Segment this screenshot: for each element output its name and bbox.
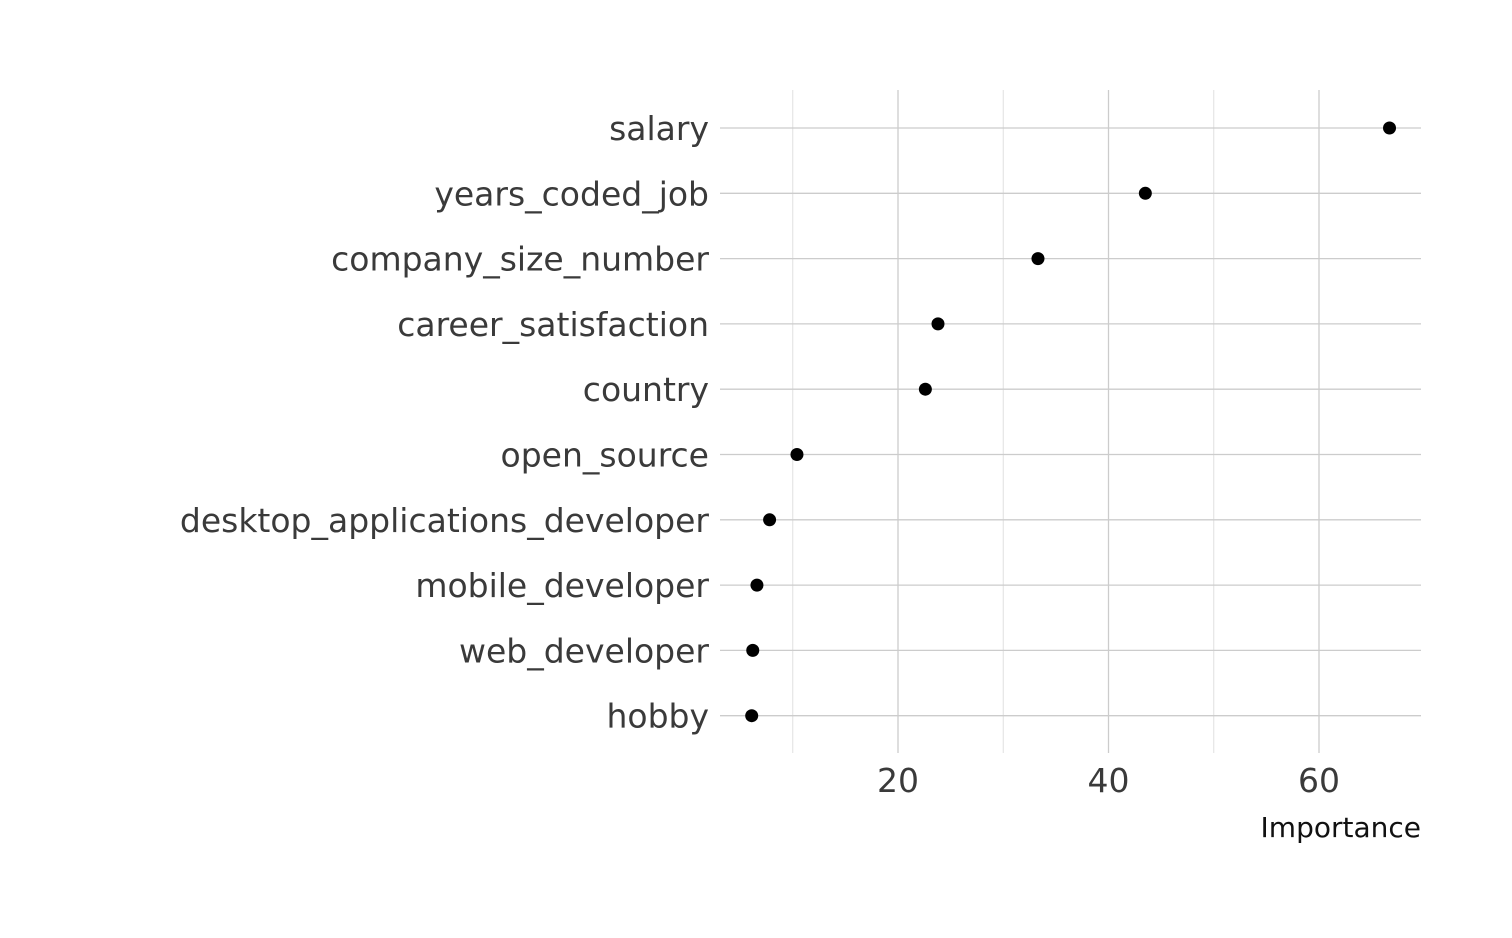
y-tick-label: mobile_developer bbox=[415, 566, 709, 605]
y-tick-label: open_source bbox=[501, 436, 709, 475]
data-point bbox=[918, 382, 932, 396]
x-axis-title: Importance bbox=[1261, 811, 1421, 844]
data-point bbox=[931, 317, 945, 331]
y-axis-labels: salary years_coded_job company_size_number… bbox=[180, 109, 710, 736]
data-point bbox=[1031, 252, 1045, 266]
data-point bbox=[763, 513, 777, 527]
x-tick-label: 40 bbox=[1088, 761, 1130, 800]
y-tick-label: salary bbox=[609, 109, 709, 148]
y-tick-label: career_satisfaction bbox=[397, 305, 709, 344]
y-tick-label: hobby bbox=[606, 697, 709, 736]
y-tick-label: years_coded_job bbox=[434, 174, 709, 213]
x-tick-label: 60 bbox=[1298, 761, 1340, 800]
data-point bbox=[1138, 186, 1152, 200]
data-point bbox=[1383, 121, 1397, 135]
points-layer bbox=[745, 121, 1397, 723]
data-point bbox=[790, 448, 804, 461]
y-tick-label: web_developer bbox=[459, 631, 709, 670]
data-point bbox=[746, 643, 760, 657]
x-axis-labels: 20 40 60 bbox=[877, 761, 1340, 800]
y-tick-label: desktop_applications_developer bbox=[180, 501, 710, 540]
data-point bbox=[750, 578, 764, 592]
grid-layer bbox=[720, 90, 1421, 753]
y-tick-label: country bbox=[583, 370, 709, 409]
x-tick-label: 20 bbox=[877, 761, 919, 800]
data-point bbox=[745, 709, 759, 723]
y-tick-label: company_size_number bbox=[331, 240, 709, 279]
